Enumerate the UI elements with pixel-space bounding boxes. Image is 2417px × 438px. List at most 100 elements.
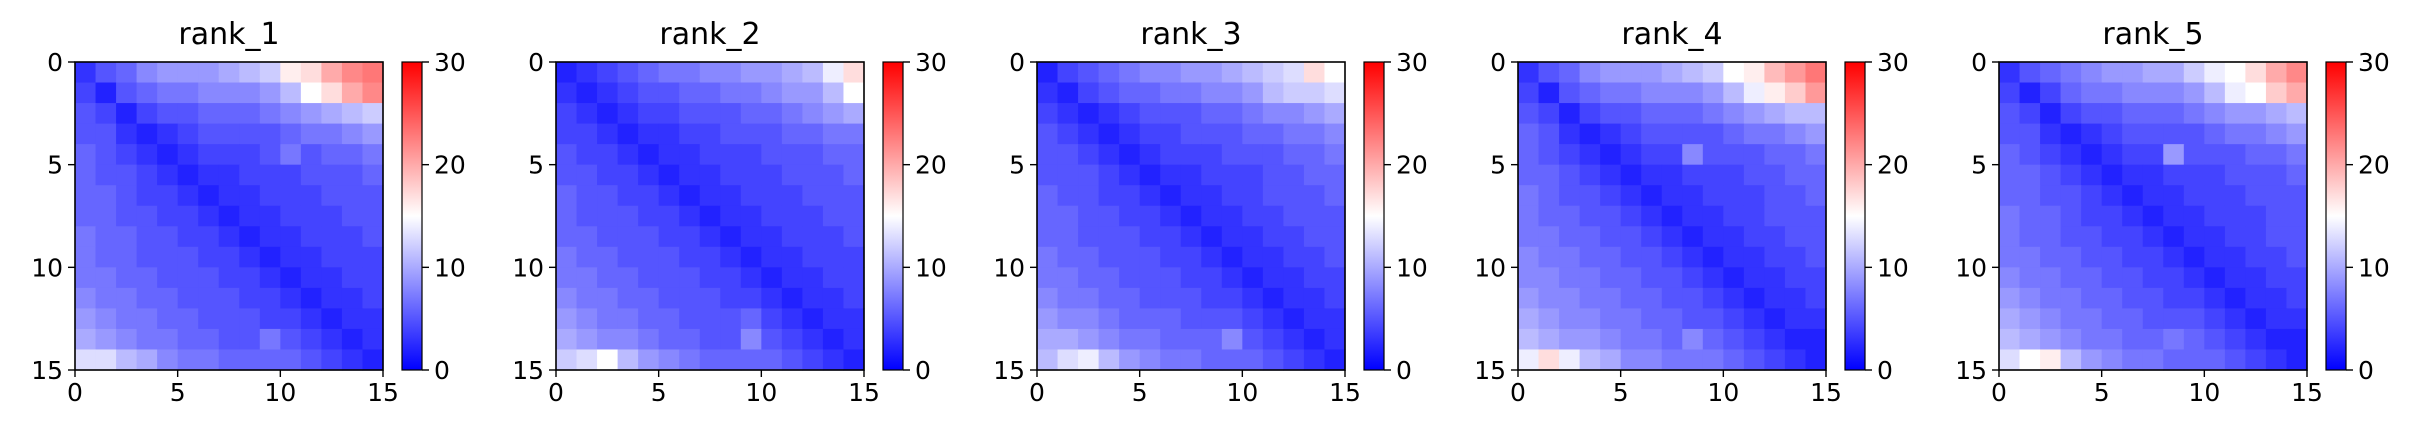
heatmap-cell (1139, 164, 1161, 186)
heatmap-cell (1057, 144, 1079, 166)
heatmap-cell (2245, 82, 2267, 104)
heatmap-cell (1139, 267, 1161, 289)
heatmap-cell (1221, 62, 1243, 84)
heatmap-cell (177, 287, 199, 309)
heatmap-cell (2040, 226, 2062, 248)
heatmap-cell (2101, 123, 2123, 145)
heatmap-cell (2204, 267, 2226, 289)
heatmap-cell (280, 267, 302, 289)
heatmap-cell (157, 328, 179, 351)
heatmap-cell (259, 205, 281, 227)
heatmap-cell (239, 246, 261, 268)
heatmap-cell (362, 82, 384, 104)
x-tick-label: 15 (1329, 378, 1361, 407)
heatmap-cell (2019, 226, 2041, 248)
heatmap-cell (1579, 103, 1601, 125)
heatmap-cell (95, 103, 117, 125)
heatmap-cell (1723, 144, 1745, 166)
heatmap-cell (699, 349, 721, 371)
heatmap-cell (1518, 246, 1540, 268)
heatmap-cell (321, 185, 343, 207)
heatmap-cell (321, 144, 343, 166)
heatmap-cell (1180, 267, 1202, 289)
heatmap-cell (136, 123, 158, 145)
heatmap-cell (1037, 82, 1059, 104)
heatmap-cell (556, 185, 578, 207)
colorbar-tick-label: 0 (2358, 356, 2374, 385)
heatmap-cell (1201, 123, 1223, 145)
heatmap-cell (781, 267, 803, 289)
heatmap-cell (802, 328, 824, 351)
heatmap-cell (1682, 164, 1704, 186)
heatmap-cell (1201, 287, 1223, 309)
heatmap-cell (802, 103, 824, 125)
heatmap-cell (1764, 287, 1786, 309)
heatmap-cell (1037, 205, 1059, 227)
heatmap-cell (116, 123, 138, 145)
heatmap-cell (1180, 308, 1202, 330)
heatmap-cell (1764, 349, 1786, 371)
y-tick-label: 10 (1474, 253, 1506, 282)
heatmap-cell (198, 62, 220, 84)
heatmap-cell (638, 328, 660, 351)
heatmap-cell (1119, 123, 1141, 145)
colorbar-tick-label: 20 (915, 151, 947, 180)
heatmap-cell (2060, 308, 2082, 330)
heatmap-cell (2060, 328, 2082, 351)
heatmap-cell (679, 328, 701, 351)
heatmap-cell (157, 82, 179, 104)
heatmap-cell (2265, 287, 2288, 309)
heatmap-cell (843, 349, 865, 371)
heatmap-cell (1262, 164, 1284, 186)
heatmap-cell (321, 308, 343, 330)
heatmap-cell (198, 164, 220, 186)
heatmap-cell (761, 164, 783, 186)
heatmap-cell (617, 82, 639, 104)
heatmap-cell (781, 62, 803, 84)
heatmap-cell (2204, 103, 2226, 125)
heatmap-cell (2122, 185, 2144, 207)
heatmap-cell (2040, 123, 2062, 145)
heatmap-cell (679, 103, 701, 125)
heatmap-cell (1600, 82, 1622, 104)
heatmap-cell (95, 349, 117, 371)
heatmap-cell (2019, 328, 2041, 351)
heatmap-cell (95, 226, 117, 248)
heatmap-cell (781, 123, 803, 145)
heatmap-cell (362, 246, 384, 268)
heatmap-cell (75, 103, 97, 125)
heatmap-cell (157, 185, 179, 207)
heatmap-cell (157, 246, 179, 268)
heatmap-cell (280, 144, 302, 166)
heatmap-cell (2142, 185, 2164, 207)
heatmap-cell (1743, 205, 1765, 227)
heatmap-cell (95, 144, 117, 166)
heatmap-cell (2183, 328, 2205, 351)
heatmap-cell (1180, 144, 1202, 166)
heatmap-cell (597, 267, 619, 289)
heatmap-cell (136, 328, 158, 351)
heatmap-cell (1160, 123, 1182, 145)
heatmap-cell (658, 205, 680, 227)
heatmap-cell (638, 62, 660, 84)
x-tick-label: 15 (367, 378, 399, 407)
heatmap-cell (2019, 62, 2041, 84)
x-tick-label: 0 (67, 378, 83, 407)
heatmap-cell (1999, 349, 2021, 371)
heatmap-cell (1764, 103, 1786, 125)
heatmap-cell (2183, 144, 2205, 166)
heatmap-cell (362, 103, 384, 125)
heatmap-cell (1764, 267, 1786, 289)
heatmap-cell (1682, 246, 1704, 268)
heatmap-cell (1518, 123, 1540, 145)
heatmap-cell (740, 308, 762, 330)
heatmap-cell (1078, 123, 1100, 145)
heatmap-cell (638, 349, 660, 371)
heatmap-cell (597, 164, 619, 186)
heatmap-cell (679, 144, 701, 166)
heatmap-cell (556, 226, 578, 248)
heatmap-cell (1057, 123, 1079, 145)
heatmap-cell (1579, 82, 1601, 104)
heatmap-cell (2101, 62, 2123, 84)
heatmap-cell (1661, 287, 1683, 309)
